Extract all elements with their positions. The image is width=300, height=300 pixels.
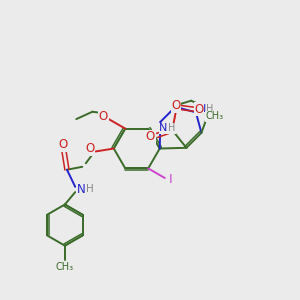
Text: O: O: [194, 103, 204, 116]
Text: O: O: [171, 100, 180, 112]
Text: O: O: [58, 139, 67, 152]
Text: CH₃: CH₃: [205, 111, 224, 121]
Text: O: O: [146, 130, 155, 143]
Text: H: H: [86, 184, 94, 194]
Text: H: H: [168, 123, 175, 133]
Text: O: O: [85, 142, 94, 155]
Text: N: N: [198, 104, 207, 114]
Text: N: N: [77, 183, 85, 196]
Text: I: I: [168, 173, 172, 186]
Text: O: O: [99, 110, 108, 123]
Text: CH₃: CH₃: [56, 262, 74, 272]
Text: H: H: [206, 104, 214, 114]
Text: N: N: [159, 123, 168, 133]
